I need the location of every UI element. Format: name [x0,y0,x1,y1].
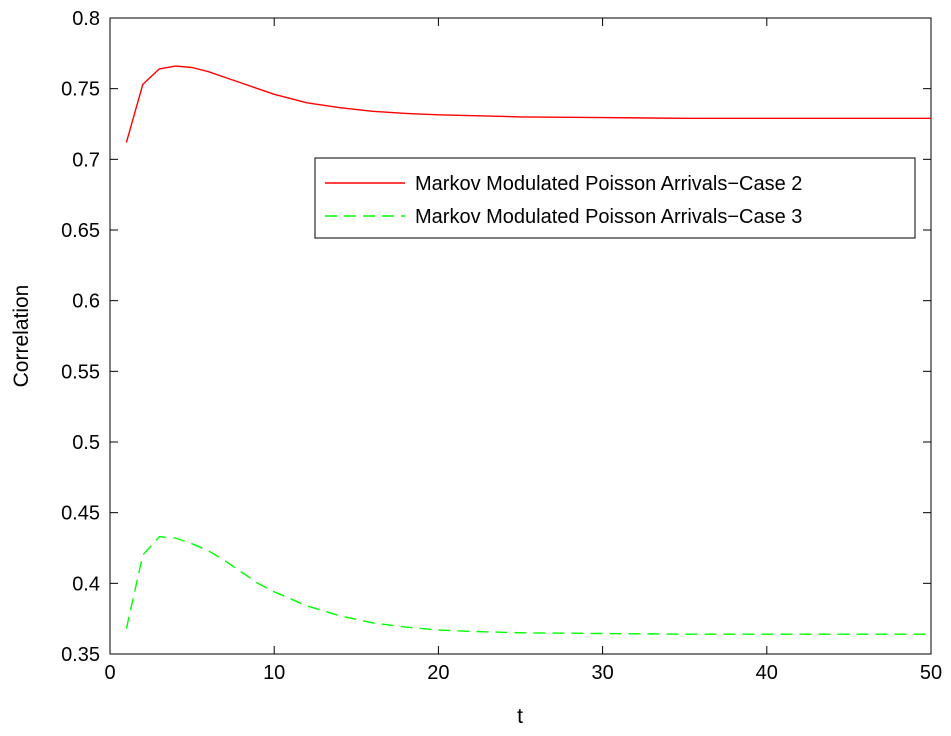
plot-area [109,17,932,655]
series-line-case-3 [125,536,931,635]
y-tick-label: 0.35 [61,644,100,666]
x-axis-title: t [517,705,523,728]
legend-label-case-3: Markov Modulated Poisson Arrivals−Case 3 [415,206,802,228]
x-tick-label: 20 [427,662,449,684]
y-tick-label: 0.55 [61,361,100,383]
y-axis-title: Correlation [10,285,33,388]
legend-label-case-2: Markov Modulated Poisson Arrivals−Case 2 [415,173,802,195]
y-tick-label: 0.8 [72,8,100,30]
x-tick-label: 10 [263,662,285,684]
y-tick-label: 0.5 [72,432,100,454]
series-line-case-2 [125,65,931,143]
y-tick-label: 0.75 [61,79,100,101]
x-tick-label: 30 [591,662,613,684]
axis-ticks: 0 10 20 30 40 50 0.35 0.4 0.45 0.5 0.55 0.6 0.65 0.7 0… [61,8,942,684]
y-tick-label: 0.65 [61,220,100,242]
y-tick-label: 0.45 [61,503,100,525]
x-tick-label: 0 [104,662,115,684]
legend-box [314,157,916,239]
x-tick-label: 50 [920,662,942,684]
y-tick-label: 0.6 [72,291,100,313]
y-tick-label: 0.4 [72,573,100,595]
series-layer [125,65,931,635]
y-tick-label: 0.7 [72,149,100,171]
x-tick-label: 40 [756,662,778,684]
legend: Markov Modulated Poisson Arrivals−Case 2… [314,157,916,239]
